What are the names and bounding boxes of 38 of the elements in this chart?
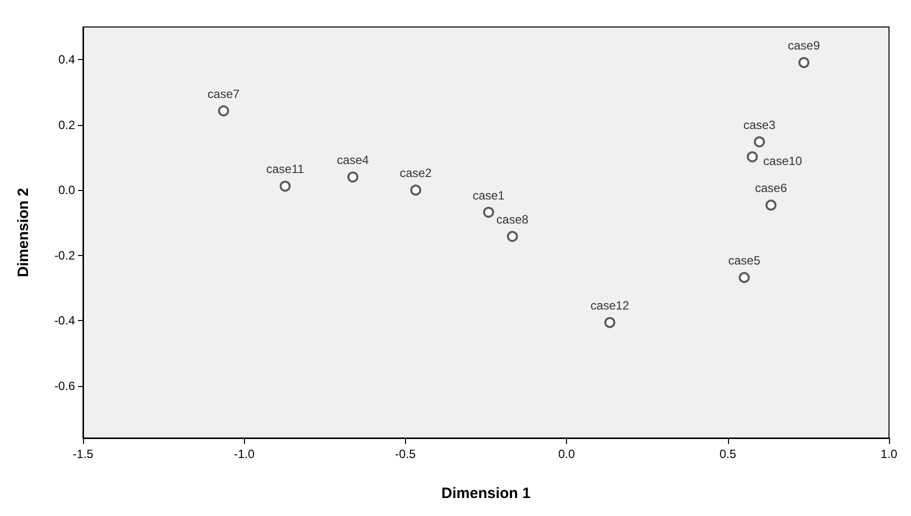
point xyxy=(347,172,358,183)
point xyxy=(738,272,750,284)
y-tick-label: -0.2 xyxy=(54,248,76,262)
x-tick-label: 0.0 xyxy=(558,447,576,461)
y-tick-label: -0.6 xyxy=(54,378,76,393)
annotation: case4 xyxy=(336,153,370,168)
y-tick-label: 0.2 xyxy=(58,118,76,132)
annotation: case8 xyxy=(496,212,529,226)
annotation: case1 xyxy=(472,188,505,202)
annotation: case6 xyxy=(754,181,788,196)
annotation: case5 xyxy=(728,254,761,268)
annotation: case2 xyxy=(400,166,432,180)
point xyxy=(798,57,810,68)
point xyxy=(506,230,518,242)
x-tick-label: -1.5 xyxy=(72,447,94,461)
point xyxy=(746,151,758,162)
point xyxy=(218,105,230,116)
y-axis-title: Dimension 2 xyxy=(15,188,32,278)
y-tick-label: 0.0 xyxy=(58,183,76,198)
point xyxy=(410,184,422,196)
point xyxy=(280,180,291,192)
y-tick-label: 0.4 xyxy=(58,52,76,67)
x-axis-title: Dimension 1 xyxy=(441,485,531,502)
point xyxy=(754,136,765,148)
point xyxy=(766,200,776,211)
point xyxy=(604,317,616,328)
x-tick-label: 1.0 xyxy=(880,447,898,461)
annotation: case7 xyxy=(208,86,240,101)
y-tick-label: -0.4 xyxy=(54,314,76,328)
x-tick-label: -1.0 xyxy=(234,447,255,461)
annotation: case12 xyxy=(590,298,630,313)
annotation: case10 xyxy=(763,154,802,168)
point xyxy=(483,206,494,218)
annotation: case11 xyxy=(266,162,304,176)
x-tick-label: -0.5 xyxy=(395,447,416,461)
annotation: case9 xyxy=(788,38,820,53)
annotation: case3 xyxy=(743,118,776,132)
x-tick-label: 0.5 xyxy=(719,447,736,461)
